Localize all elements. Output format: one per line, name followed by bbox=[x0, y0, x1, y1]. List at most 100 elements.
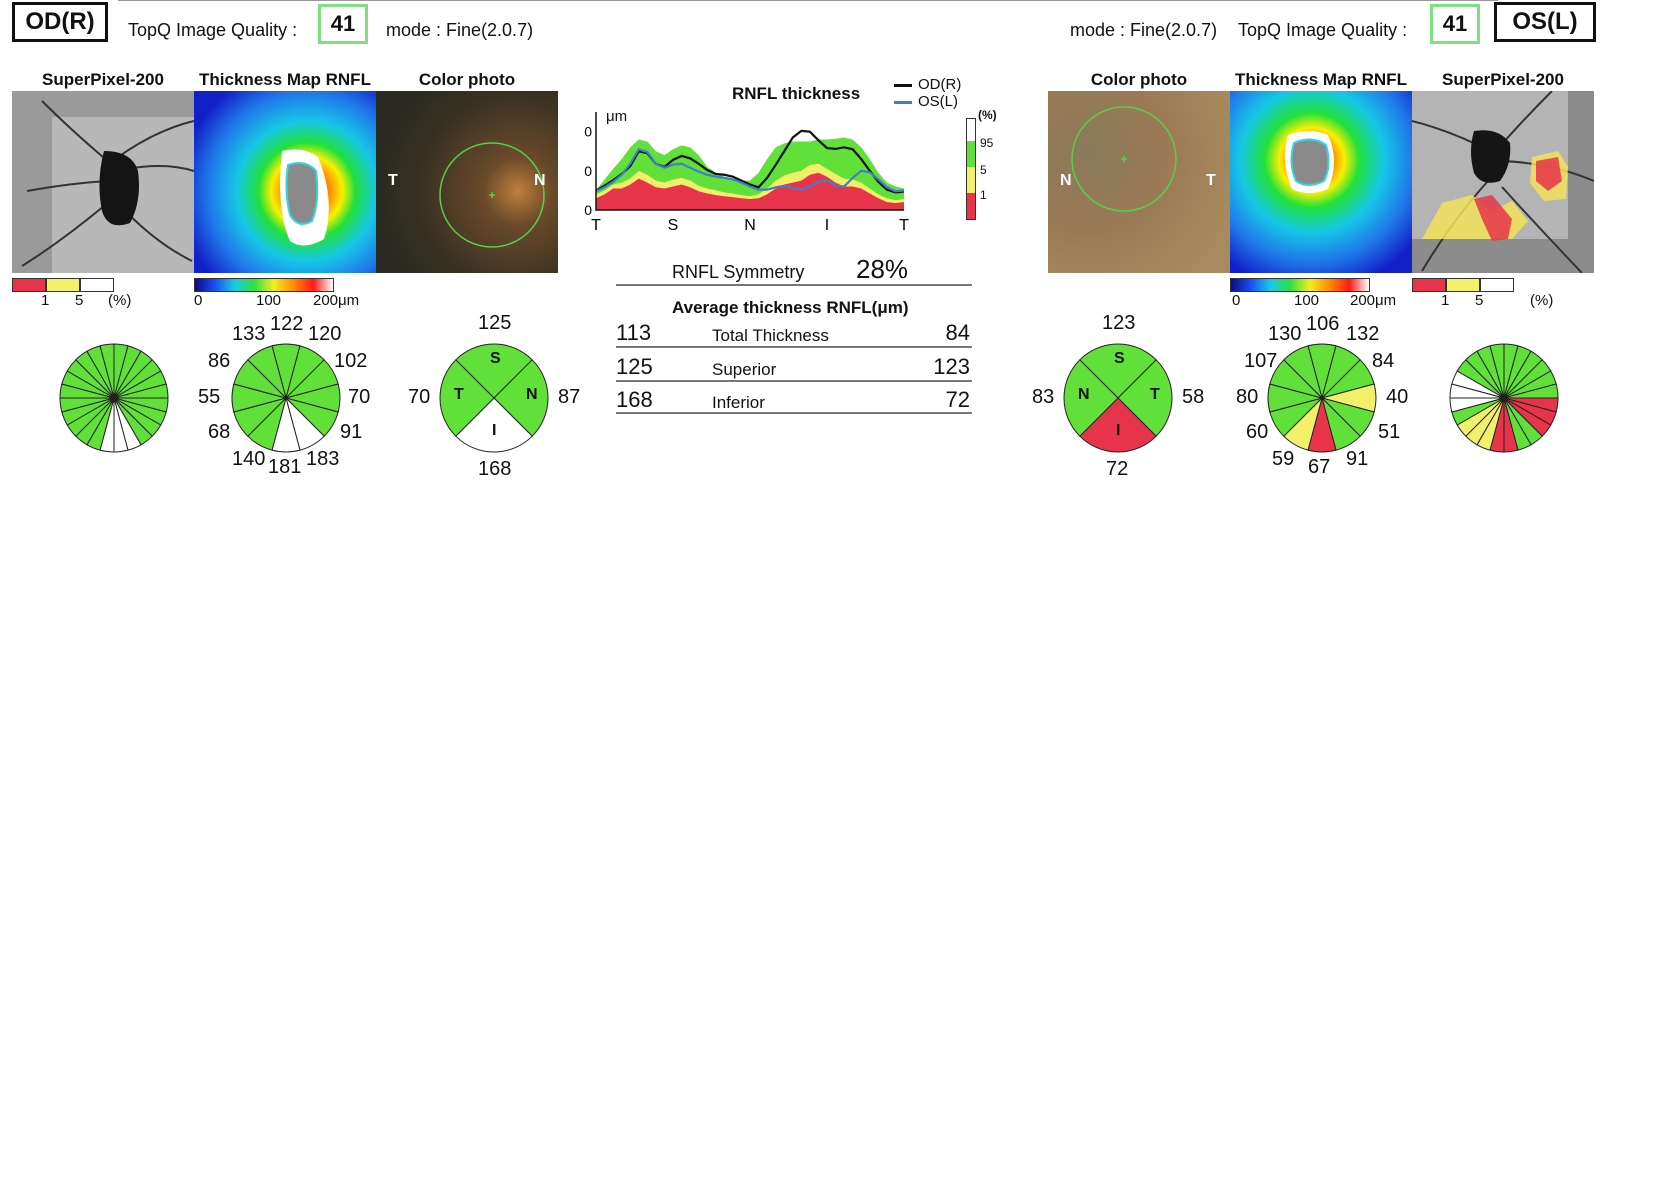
top-rule bbox=[118, 0, 1498, 1]
os-clock-value: 130 bbox=[1268, 323, 1302, 345]
od-thickness-map-title: Thickness Map RNFL bbox=[199, 70, 371, 89]
od-clock-value: 183 bbox=[306, 448, 340, 470]
od-quadrant-left-value: 70 bbox=[408, 386, 431, 408]
os-thickness-map-title: Thickness Map RNFL bbox=[1235, 70, 1407, 89]
quadrant-sector bbox=[1117, 359, 1173, 437]
od-clock-chart bbox=[231, 343, 341, 453]
od-quadrant-bottom-value: 168 bbox=[478, 458, 512, 480]
y-tick-label: 200 bbox=[584, 124, 592, 140]
os-um-0: 0 bbox=[1232, 292, 1241, 309]
od-um-scale-bar bbox=[194, 278, 334, 292]
od-quadrant-n-label: N bbox=[526, 386, 538, 403]
avg-os-value: 123 bbox=[933, 354, 970, 379]
os-um-200: 200μm bbox=[1350, 292, 1397, 309]
normal-band-1 bbox=[596, 172, 904, 210]
quadrant-sector bbox=[1079, 397, 1157, 453]
avg-od-value: 113 bbox=[616, 320, 652, 345]
os-pct-scale-bar bbox=[1412, 278, 1514, 292]
os-um-100: 100 bbox=[1294, 292, 1320, 309]
od-quality-label: TopQ Image Quality : bbox=[128, 20, 298, 40]
avg-row-total: 113 Total Thickness 84 bbox=[616, 318, 972, 350]
x-tick-label: N bbox=[744, 217, 756, 234]
avg-row-label: Total Thickness bbox=[712, 326, 829, 345]
x-tick-label: S bbox=[668, 217, 679, 234]
os-photo-label-right: T bbox=[1206, 172, 1216, 189]
avg-od-value: 168 bbox=[616, 387, 653, 412]
od-pct-5: 5 bbox=[75, 292, 84, 309]
avg-row-label: Superior bbox=[712, 360, 777, 379]
od-clock-value: 70 bbox=[348, 386, 371, 408]
rnfl-chart-unit: μm bbox=[606, 108, 628, 125]
symmetry-value: 28% bbox=[856, 254, 909, 284]
avg-os-value: 72 bbox=[945, 387, 970, 412]
od-um-100: 100 bbox=[256, 292, 282, 309]
od-clock-value: 120 bbox=[308, 323, 342, 345]
chart-axes bbox=[595, 112, 904, 211]
os-quality-label: TopQ Image Quality : bbox=[1238, 20, 1408, 40]
od-superpixel-title: SuperPixel-200 bbox=[42, 70, 164, 89]
od-clock-value: 55 bbox=[198, 386, 221, 408]
od-clock-value: 91 bbox=[340, 421, 363, 443]
os-clock-value: 84 bbox=[1372, 350, 1395, 372]
legend-os-swatch bbox=[894, 101, 912, 104]
os-clock-value: 91 bbox=[1346, 448, 1369, 470]
os-mode: mode : Fine(2.0.7) bbox=[1070, 20, 1218, 40]
os-quality-value: 41 bbox=[1430, 4, 1480, 44]
os-clock-chart bbox=[1267, 343, 1377, 453]
pct-axis-bar bbox=[966, 118, 976, 220]
pct-tick-1: 1 bbox=[980, 188, 987, 202]
os-eye-label: OS(L) bbox=[1494, 2, 1596, 42]
legend-od-swatch bbox=[894, 84, 912, 87]
os-superpixel-sector-chart bbox=[1449, 343, 1559, 453]
od-quadrant-t-label: T bbox=[454, 386, 464, 403]
pct-tick-5: 5 bbox=[980, 163, 987, 177]
od-thickness-map-image bbox=[194, 91, 376, 273]
x-tick-label: T bbox=[899, 217, 909, 234]
od-pct-scale-bar bbox=[12, 278, 114, 292]
od-quadrant-top-value: 125 bbox=[478, 312, 512, 334]
quadrant-sector bbox=[455, 343, 533, 399]
os-quadrant-i-label: I bbox=[1116, 422, 1121, 439]
avg-row-divider bbox=[616, 380, 972, 382]
od-clock-value: 122 bbox=[270, 313, 304, 335]
od-quadrant-s-label: S bbox=[490, 350, 501, 367]
avg-thickness-title: Average thickness RNFL(μm) bbox=[672, 298, 909, 317]
os-pct-1: 1 bbox=[1441, 292, 1450, 309]
os-pct-unit: (%) bbox=[1530, 292, 1554, 309]
x-tick-label: T bbox=[591, 217, 601, 234]
os-clock-value: 51 bbox=[1378, 421, 1401, 443]
od-clock-value: 68 bbox=[208, 421, 231, 443]
os-quadrant-left-value: 83 bbox=[1032, 386, 1055, 408]
avg-row-label: Inferior bbox=[712, 393, 765, 412]
os-quadrant-top-value: 123 bbox=[1102, 312, 1136, 334]
pct-axis-label: (%) bbox=[978, 108, 997, 122]
od-quadrant-chart bbox=[439, 343, 549, 453]
y-tick-label: 0 bbox=[584, 202, 592, 218]
os-thickness-map-image bbox=[1230, 91, 1412, 273]
od-photo-label-left: T bbox=[388, 172, 398, 189]
od-color-photo-image bbox=[376, 91, 558, 273]
quadrant-sector bbox=[455, 397, 533, 453]
os-clock-value: 106 bbox=[1306, 313, 1340, 335]
avg-od-value: 125 bbox=[616, 354, 653, 379]
od-quality-value: 41 bbox=[318, 4, 368, 44]
od-clock-value: 133 bbox=[232, 323, 266, 345]
y-tick-label: 100 bbox=[584, 163, 592, 179]
od-clock-value: 86 bbox=[208, 350, 231, 372]
od-clock-value: 181 bbox=[268, 456, 302, 478]
avg-row-divider bbox=[616, 346, 972, 348]
od-clock-value: 102 bbox=[334, 350, 368, 372]
os-quadrant-right-value: 58 bbox=[1182, 386, 1205, 408]
os-quadrant-chart bbox=[1063, 343, 1173, 453]
os-superpixel-image bbox=[1412, 91, 1594, 273]
os-color-photo-image bbox=[1048, 91, 1230, 273]
os-quadrant-t-label: T bbox=[1150, 386, 1160, 403]
od-mode: mode : Fine(2.0.7) bbox=[386, 20, 534, 40]
superpixel-sector bbox=[99, 343, 115, 399]
rnfl-thickness-chart: 0 100 200 T S N I T bbox=[584, 112, 909, 234]
legend-od-label: OD(R) bbox=[918, 76, 962, 93]
os-clock-value: 60 bbox=[1246, 421, 1269, 443]
avg-row-inferior: 168 Inferior 72 bbox=[616, 385, 972, 417]
quadrant-sector bbox=[493, 359, 549, 437]
quadrant-sector bbox=[1079, 343, 1157, 399]
